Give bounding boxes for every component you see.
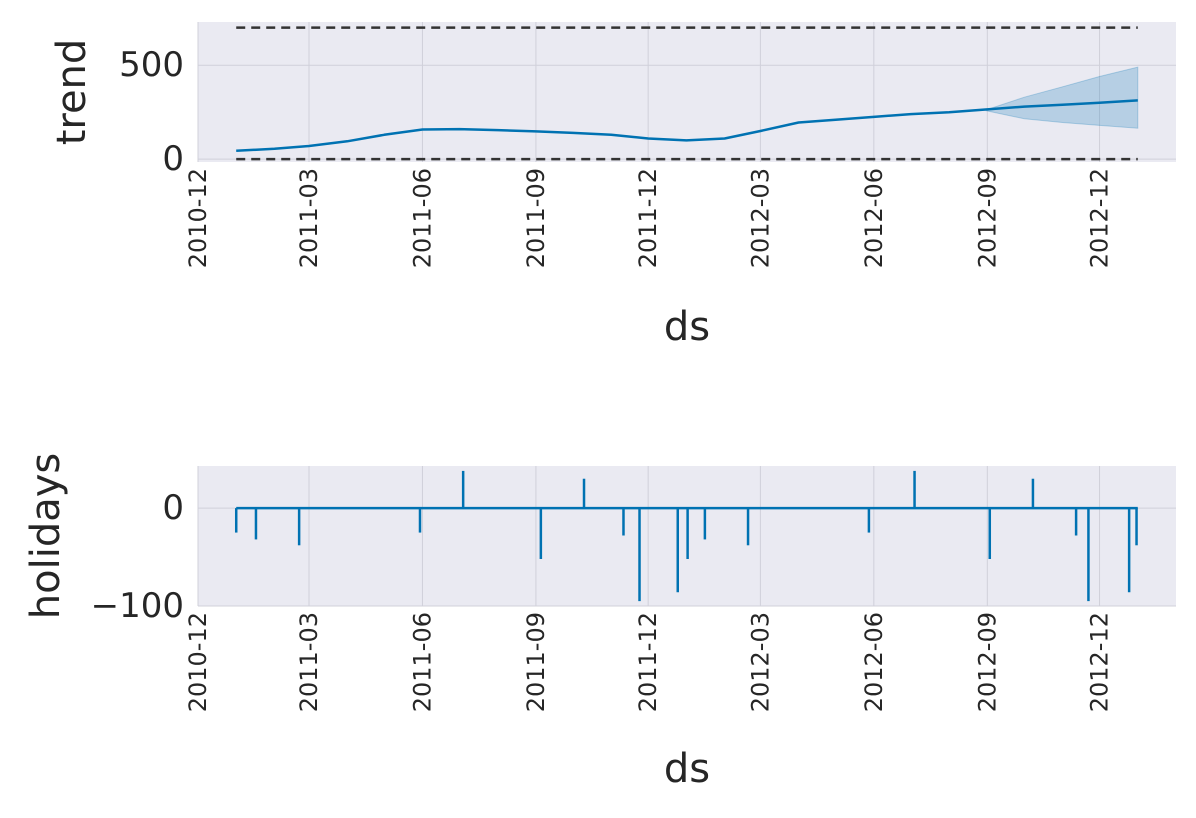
- x-tick-label: 2012-06: [860, 612, 888, 712]
- trend-line: [236, 99, 1138, 152]
- x-tick-label: 2011-09: [522, 168, 550, 268]
- x-axis-label: ds: [664, 304, 710, 350]
- y-axis-label: trend: [49, 39, 95, 146]
- x-tick-label: 2011-03: [295, 612, 323, 712]
- uncertainty-band: [985, 66, 1139, 129]
- holidays-panel: 2010-12 2011-03 2011-06 2011-09 2011-12 2012-…: [23, 453, 1176, 792]
- data-layer: [236, 26, 1139, 161]
- x-tick-label: 2012-12: [1086, 168, 1114, 268]
- x-tick-label: 2012-09: [973, 612, 1001, 712]
- x-tick-label: 2011-06: [409, 612, 437, 712]
- x-tick-label: 2012-12: [1086, 612, 1114, 712]
- x-tick-label: 2010-12: [184, 612, 212, 712]
- y-tick-label: 0: [162, 488, 184, 528]
- y-tick-label: −100: [91, 586, 184, 626]
- x-tick-label: 2012-06: [860, 168, 888, 268]
- x-tick-label: 2012-03: [746, 612, 774, 712]
- y-tick-label: 500: [119, 45, 184, 85]
- x-tick-label: 2012-03: [746, 168, 774, 268]
- x-tick-label: 2011-03: [295, 168, 323, 268]
- x-axis-label: ds: [664, 746, 710, 792]
- trend-panel: 2010-12 2011-03 2011-06 2011-09 2011-12 2012-…: [49, 22, 1176, 350]
- data-layer: [234, 470, 1138, 602]
- y-tick-label: 0: [162, 139, 184, 179]
- x-tick-label: 2010-12: [184, 168, 212, 268]
- x-tick-label: 2011-09: [522, 612, 550, 712]
- x-tick-label: 2012-09: [973, 168, 1001, 268]
- y-axis-label: holidays: [23, 453, 69, 619]
- x-tick-label: 2011-12: [634, 168, 662, 268]
- x-tick-label: 2011-12: [634, 612, 662, 712]
- x-tick-label: 2011-06: [409, 168, 437, 268]
